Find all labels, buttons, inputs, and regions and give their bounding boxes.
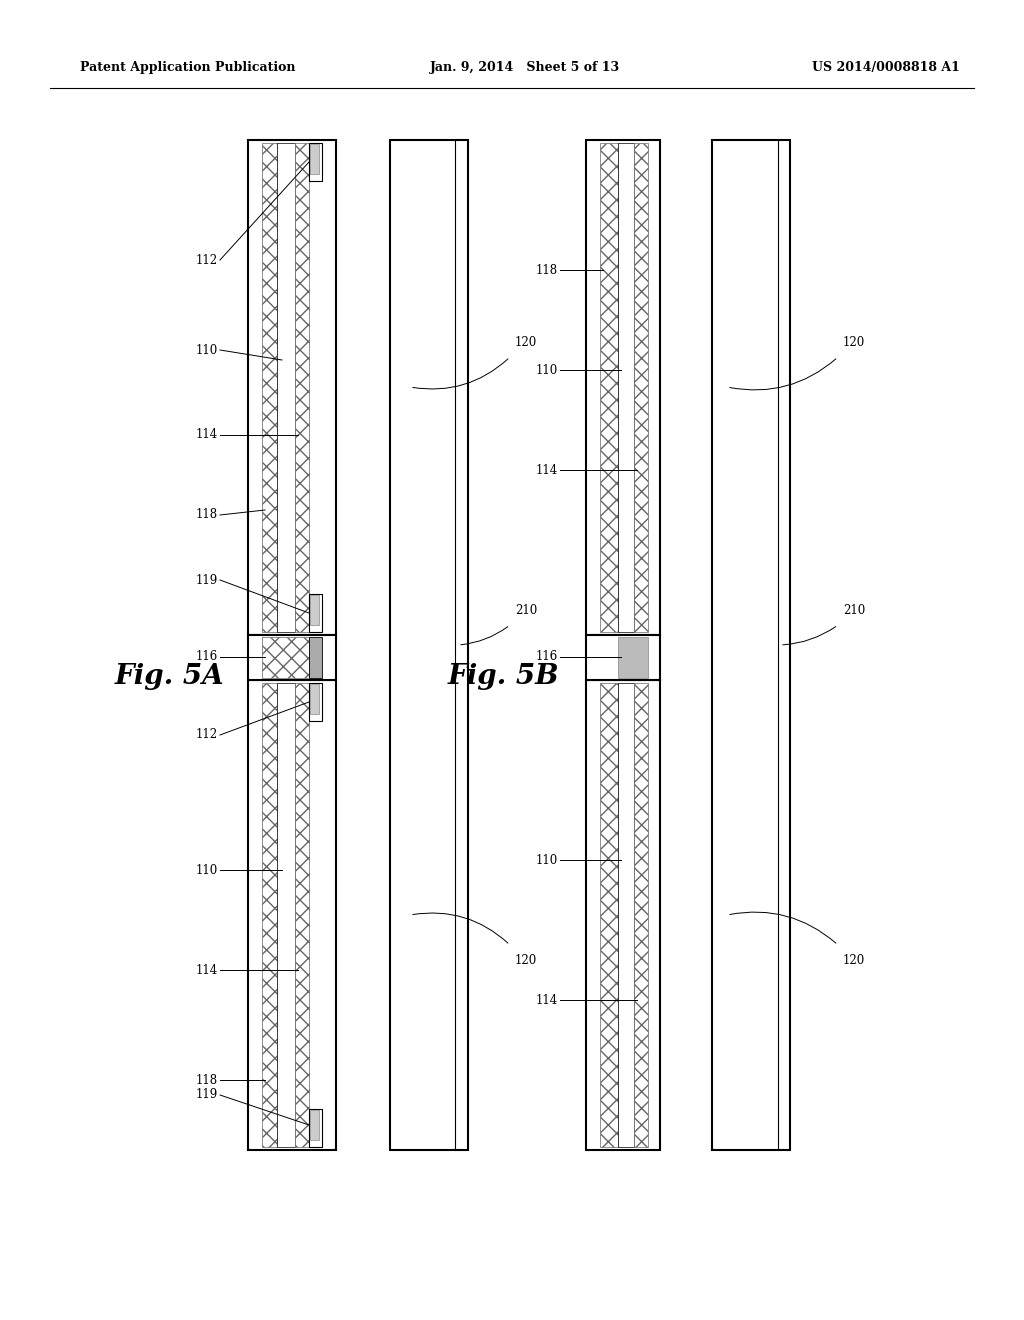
Bar (278, 682, 295, 1147)
Bar (309, 682, 322, 721)
Bar (600, 682, 618, 1147)
Bar (712, 140, 790, 1150)
Text: 120: 120 (843, 335, 865, 348)
Text: US 2014/0008818 A1: US 2014/0008818 A1 (812, 62, 961, 74)
Text: Fig. 5A: Fig. 5A (115, 664, 224, 690)
Text: 114: 114 (536, 994, 558, 1006)
Text: 110: 110 (196, 343, 218, 356)
Text: 210: 210 (515, 603, 538, 616)
Bar (634, 682, 648, 1147)
Bar (586, 635, 660, 680)
Text: 114: 114 (536, 463, 558, 477)
Text: 114: 114 (196, 429, 218, 441)
Bar (248, 635, 336, 680)
Bar (586, 140, 660, 635)
Text: 116: 116 (536, 651, 558, 664)
Bar (310, 144, 319, 174)
Bar (295, 143, 309, 632)
Text: 116: 116 (196, 651, 218, 664)
Text: 120: 120 (843, 953, 865, 966)
Text: 120: 120 (515, 335, 538, 348)
Bar (295, 682, 309, 1147)
Bar (309, 143, 322, 181)
Text: 118: 118 (196, 508, 218, 521)
Bar (634, 143, 648, 632)
Text: 118: 118 (536, 264, 558, 276)
Text: Fig. 5B: Fig. 5B (449, 664, 560, 690)
Bar (262, 682, 278, 1147)
Bar (310, 595, 319, 624)
Text: 118: 118 (196, 1073, 218, 1086)
Bar (390, 140, 468, 1150)
Bar (618, 638, 648, 678)
Text: 110: 110 (536, 363, 558, 376)
Bar (586, 680, 660, 1150)
Bar (262, 143, 278, 632)
Text: 120: 120 (515, 953, 538, 966)
Bar (248, 140, 336, 635)
Text: 112: 112 (196, 729, 218, 742)
Text: 110: 110 (536, 854, 558, 866)
Text: 119: 119 (196, 573, 218, 586)
Text: Jan. 9, 2014   Sheet 5 of 13: Jan. 9, 2014 Sheet 5 of 13 (430, 62, 621, 74)
Bar (309, 638, 322, 678)
Bar (248, 680, 336, 1150)
Bar (309, 594, 322, 632)
Text: 110: 110 (196, 863, 218, 876)
Bar (618, 682, 634, 1147)
Text: Patent Application Publication: Patent Application Publication (80, 62, 296, 74)
Bar (262, 638, 309, 678)
Text: 112: 112 (196, 253, 218, 267)
Bar (600, 143, 618, 632)
Bar (310, 1110, 319, 1140)
Text: 210: 210 (843, 603, 865, 616)
Bar (309, 1109, 322, 1147)
Text: 119: 119 (196, 1089, 218, 1101)
Bar (310, 684, 319, 714)
Bar (278, 143, 295, 632)
Text: 114: 114 (196, 964, 218, 977)
Bar (618, 143, 634, 632)
